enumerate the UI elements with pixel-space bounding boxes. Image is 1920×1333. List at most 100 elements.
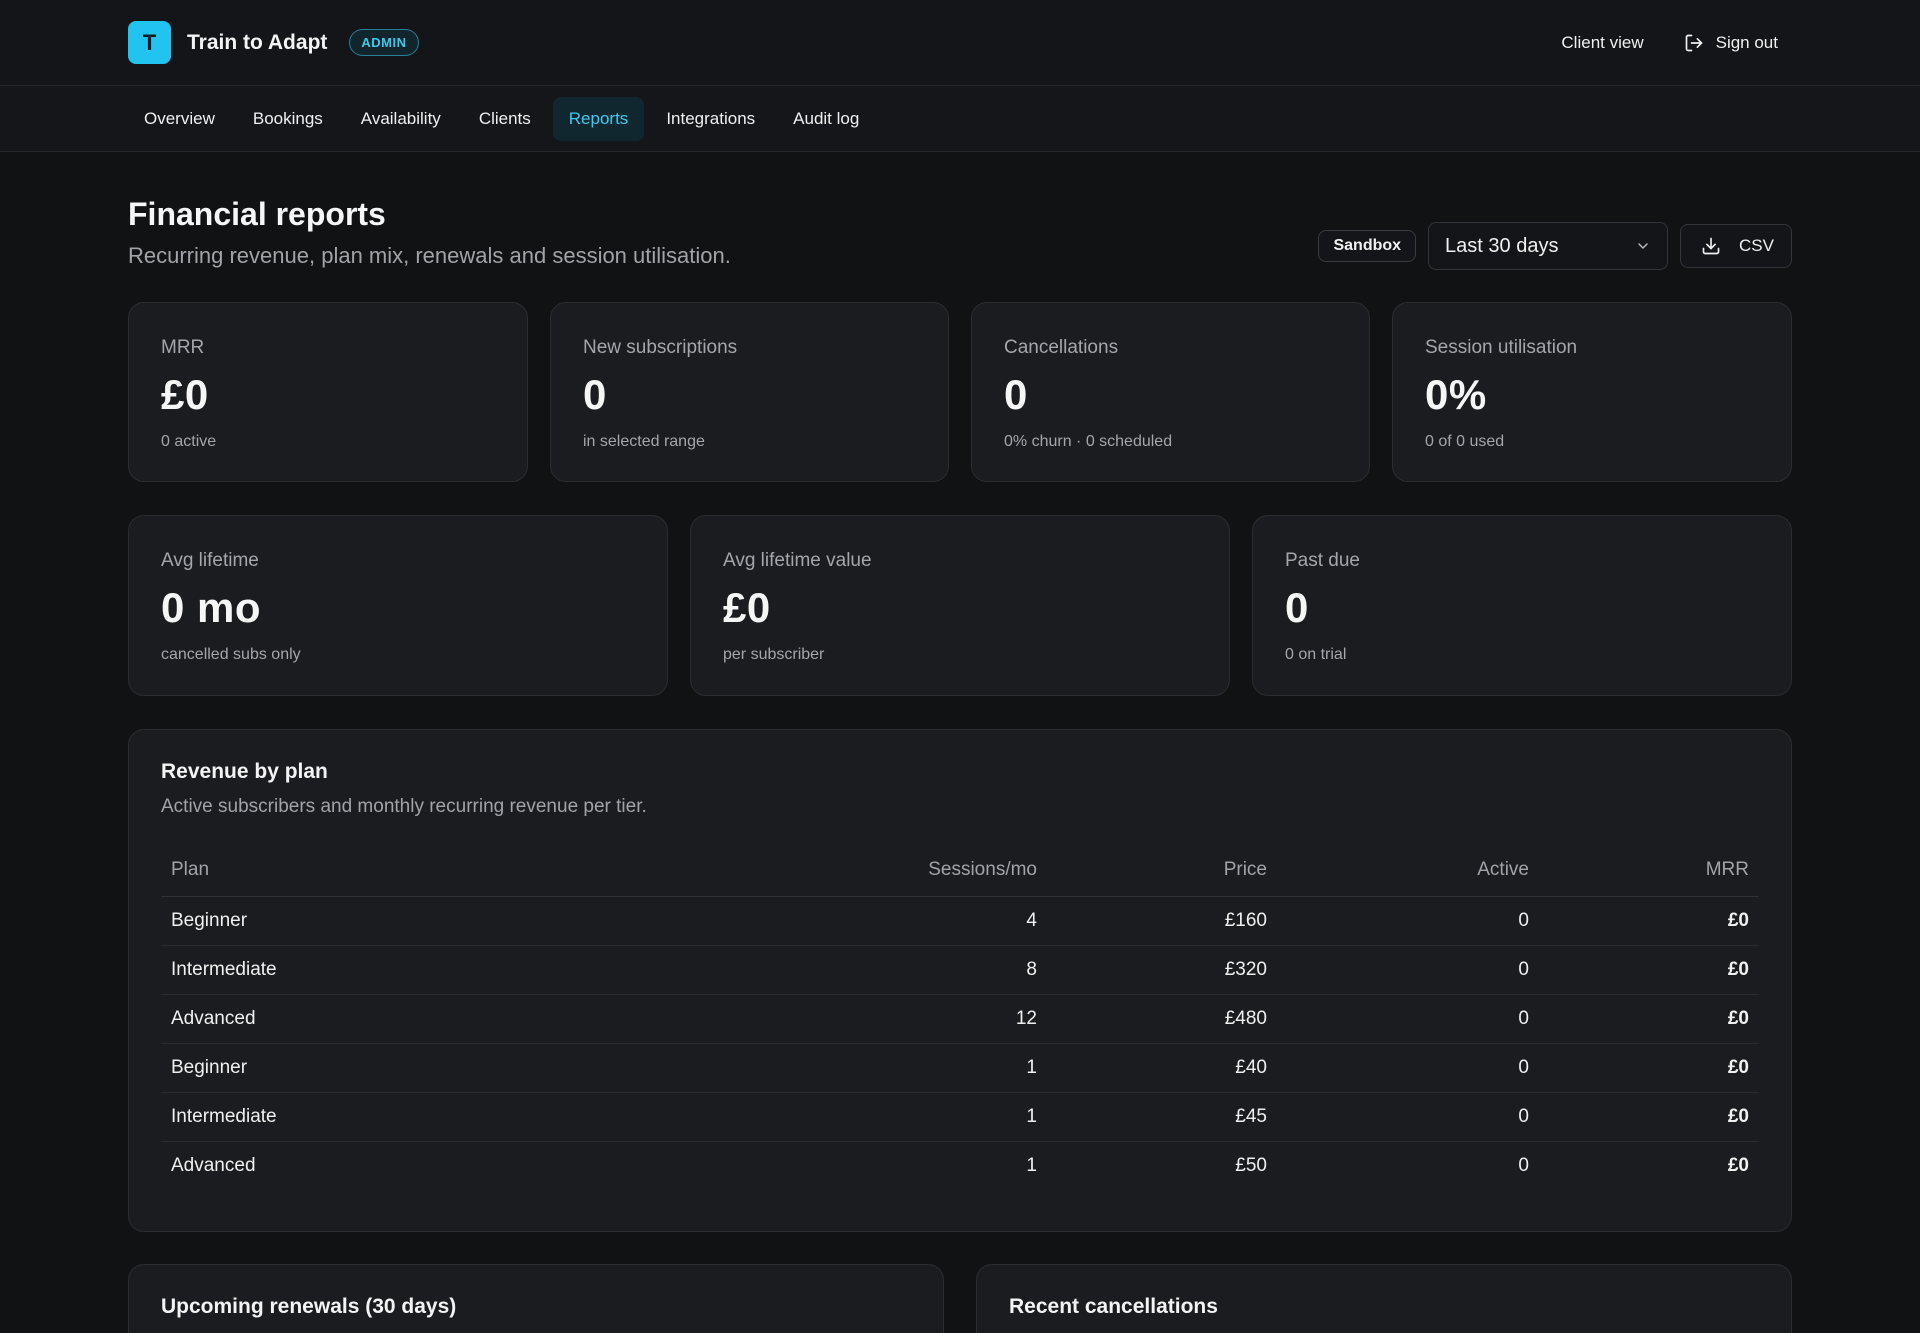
cell-mrr: £0 [1539, 1043, 1759, 1093]
csv-label: CSV [1739, 236, 1774, 255]
table-header-row: Plan Sessions/mo Price Active MRR [161, 844, 1759, 897]
stat-note: per subscriber [723, 646, 825, 663]
sandbox-badge: Sandbox [1318, 230, 1417, 262]
col-active: Active [1277, 844, 1539, 897]
cell-plan: Intermediate [161, 1092, 747, 1142]
main-nav: Overview Bookings Availability Clients R… [0, 86, 1920, 152]
stat-value: 0% [1425, 371, 1487, 418]
cell-plan: Beginner [161, 1043, 747, 1093]
report-controls: Sandbox Last 30 days CSV [1318, 222, 1792, 270]
tab-integrations[interactable]: Integrations [666, 108, 756, 128]
cell-price: £45 [1047, 1092, 1277, 1142]
cell-active: 0 [1277, 1092, 1539, 1142]
logo-letter: T [142, 29, 157, 55]
tab-clients[interactable]: Clients [478, 108, 531, 128]
tab-overview[interactable]: Overview [144, 108, 215, 128]
col-plan: Plan [161, 844, 747, 897]
cell-active: 0 [1277, 994, 1539, 1044]
table-row: Advanced 12 £480 0 £0 [161, 994, 1759, 1044]
date-range-value: Last 30 days [1445, 234, 1559, 257]
sign-out-label: Sign out [1715, 32, 1778, 52]
col-price: Price [1047, 844, 1277, 897]
page-header: Financial reports Recurring revenue, pla… [128, 196, 1792, 276]
revenue-table: Plan Sessions/mo Price Active MRR Beginn… [161, 844, 1759, 1190]
stat-note: 0 of 0 used [1425, 433, 1505, 450]
stat-label: Past due [1285, 550, 1360, 571]
cell-price: £50 [1235, 1154, 1267, 1176]
tab-bookings[interactable]: Bookings [252, 108, 323, 128]
stat-label: New subscriptions [583, 337, 738, 358]
col-mrr: MRR [1539, 844, 1759, 897]
tab-audit-log[interactable]: Audit log [793, 108, 860, 128]
brand-logo[interactable]: T [128, 21, 171, 64]
cell-mrr: £0 [1539, 896, 1759, 946]
stat-label: MRR [161, 337, 205, 358]
cell-plan: Intermediate [161, 945, 747, 995]
stat-card-past-due: Past due 0 0 on trial [1252, 515, 1792, 696]
cell-sessions: 1 [747, 1092, 1047, 1142]
stat-value: 0 mo [161, 584, 262, 631]
top-actions: Client view Sign out [1561, 33, 1792, 53]
cell-price: £40 [1047, 1043, 1277, 1093]
cell-mrr: £0 [1539, 1092, 1759, 1142]
date-range-select[interactable]: Last 30 days [1428, 222, 1669, 270]
cell-active: 0 [1518, 1154, 1529, 1176]
admin-badge: ADMIN [349, 29, 419, 56]
cell-mrr: £0 [1539, 994, 1759, 1044]
tab-reports[interactable]: Reports [552, 96, 645, 141]
stat-card-avg-lifetime: Avg lifetime 0 mo cancelled subs only [128, 515, 668, 696]
cell-mrr: £0 [1727, 1154, 1749, 1176]
stat-label: Cancellations [1004, 337, 1119, 358]
cell-price: £160 [1047, 896, 1277, 946]
revenue-title: Revenue by plan [161, 760, 328, 783]
stat-note: in selected range [583, 433, 705, 450]
stat-note: 0 on trial [1285, 646, 1347, 663]
cell-active: 0 [1277, 896, 1539, 946]
stat-card-new-subscriptions: New subscriptions 0 in selected range [550, 302, 949, 482]
sign-out-icon [1685, 34, 1702, 51]
tab-availability[interactable]: Availability [360, 108, 441, 128]
stat-value: 0 [1004, 371, 1028, 418]
cell-plan: Beginner [161, 896, 747, 946]
stat-value: £0 [161, 371, 209, 418]
cell-sessions: 12 [747, 994, 1047, 1044]
table-row: Beginner 1 £40 0 £0 [161, 1043, 1759, 1093]
stat-note: 0% churn · 0 scheduled [1004, 433, 1173, 450]
recent-cancellations-card: Recent cancellations [976, 1264, 1792, 1333]
stat-label: Avg lifetime value [723, 550, 872, 571]
col-sessions: Sessions/mo [747, 844, 1047, 897]
table-row: Advanced 1 £50 0 £0 [161, 1141, 1759, 1190]
client-view-label: Client view [1561, 32, 1644, 52]
stat-note: cancelled subs only [161, 646, 301, 663]
upcoming-renewals-card: Upcoming renewals (30 days) [128, 1264, 944, 1333]
sign-out-button[interactable]: Sign out [1684, 33, 1778, 53]
cell-sessions: 1 [747, 1043, 1047, 1093]
stat-value: £0 [723, 584, 771, 631]
recent-cancellations-title: Recent cancellations [1009, 1295, 1218, 1318]
table-row: Intermediate 8 £320 0 £0 [161, 945, 1759, 995]
download-icon [1702, 237, 1720, 255]
csv-export-button[interactable]: CSV [1680, 224, 1792, 268]
stat-card-cancellations: Cancellations 0 0% churn · 0 scheduled [971, 302, 1370, 482]
stat-value: 0 [1285, 584, 1309, 631]
cell-sessions: 1 [1026, 1154, 1037, 1176]
stat-card-mrr: MRR £0 0 active [128, 302, 528, 482]
cell-mrr: £0 [1539, 945, 1759, 995]
cell-plan: Advanced [161, 994, 747, 1044]
cell-active: 0 [1277, 945, 1539, 995]
chevron-down-icon [1638, 243, 1648, 249]
cell-sessions: 8 [747, 945, 1047, 995]
page-title: Financial reports [128, 196, 386, 232]
cell-plan: Advanced [171, 1154, 256, 1176]
stat-label: Avg lifetime [161, 550, 259, 571]
stat-card-avg-lifetime-value: Avg lifetime value £0 per subscriber [690, 515, 1230, 696]
cell-price: £320 [1047, 945, 1277, 995]
stat-note: 0 active [161, 433, 217, 450]
upcoming-renewals-title: Upcoming renewals (30 days) [161, 1295, 457, 1318]
client-view-link[interactable]: Client view [1561, 33, 1643, 53]
stat-value: 0 [583, 371, 607, 418]
page-subtitle: Recurring revenue, plan mix, renewals an… [128, 243, 731, 268]
table-row: Beginner 4 £160 0 £0 [161, 896, 1759, 946]
brand-name[interactable]: Train to Adapt [187, 30, 328, 54]
revenue-by-plan-card: Revenue by plan Active subscribers and m… [128, 729, 1792, 1232]
